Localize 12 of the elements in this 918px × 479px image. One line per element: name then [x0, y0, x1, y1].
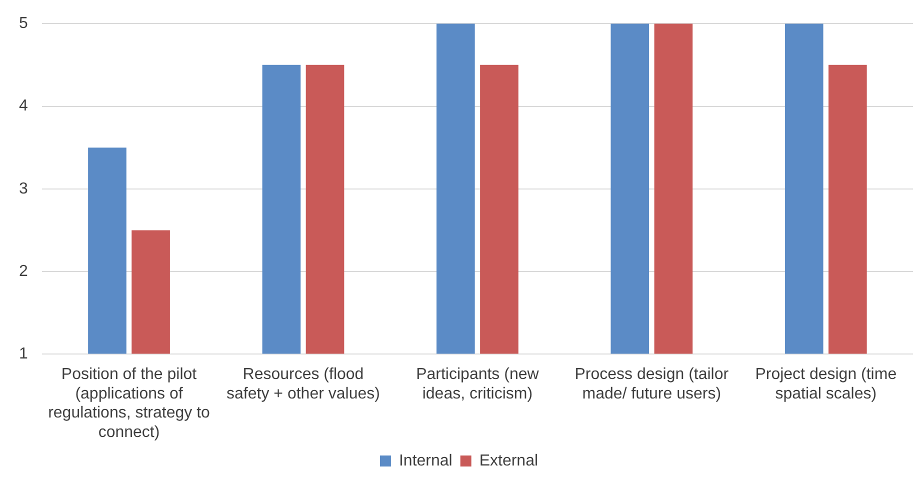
- x-tick-label: Project design (time spatial scales): [755, 366, 897, 402]
- y-tick-label: 5: [18, 15, 28, 32]
- y-tick-label: 4: [18, 98, 28, 115]
- x-tick-label: Participants (new ideas, criticism): [416, 366, 540, 402]
- x-tick-label: Process design (tailor made/ future users): [574, 366, 730, 402]
- legend-label: Internal: [398, 452, 452, 470]
- x-tick-label: Resources (flood safety + other values): [226, 366, 380, 402]
- y-tick-label: 2: [18, 262, 28, 280]
- y-tick-label: 1: [18, 346, 28, 363]
- y-tick-label: 3: [18, 180, 28, 198]
- legend-label: External: [479, 452, 538, 470]
- x-tick-label: Position of the pilot (applications of regulations, strategy to connect): [48, 366, 210, 441]
